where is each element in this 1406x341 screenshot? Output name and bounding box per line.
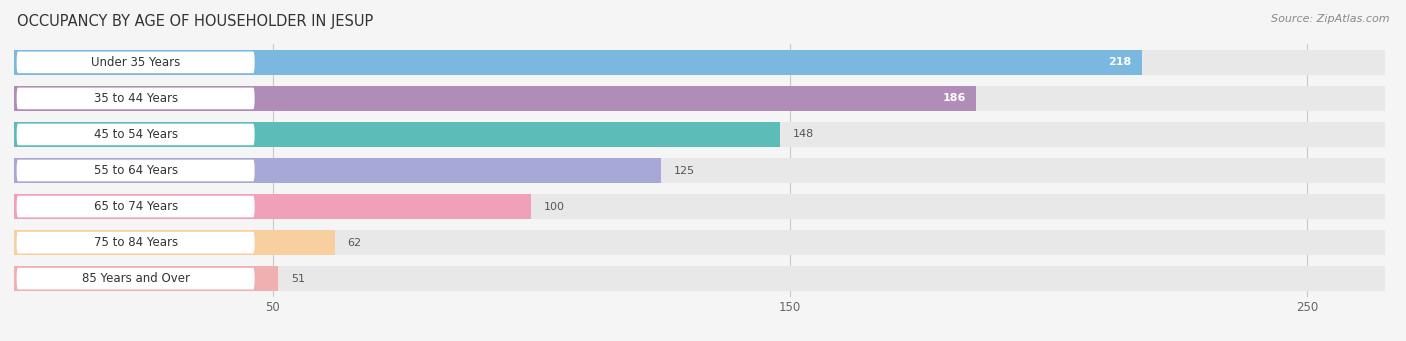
Bar bbox=[14, 194, 1385, 219]
Text: 35 to 44 Years: 35 to 44 Years bbox=[94, 92, 177, 105]
Text: 148: 148 bbox=[793, 130, 814, 139]
Bar bbox=[14, 266, 278, 291]
FancyBboxPatch shape bbox=[17, 196, 254, 217]
Bar bbox=[14, 86, 1385, 111]
Bar bbox=[14, 122, 1385, 147]
FancyBboxPatch shape bbox=[17, 268, 254, 290]
Text: 55 to 64 Years: 55 to 64 Years bbox=[94, 164, 177, 177]
Bar bbox=[14, 122, 780, 147]
Text: OCCUPANCY BY AGE OF HOUSEHOLDER IN JESUP: OCCUPANCY BY AGE OF HOUSEHOLDER IN JESUP bbox=[17, 14, 373, 29]
Bar bbox=[14, 50, 1142, 75]
Bar bbox=[14, 158, 661, 183]
Bar bbox=[14, 266, 1385, 291]
Bar bbox=[14, 194, 531, 219]
Text: 62: 62 bbox=[347, 238, 361, 248]
Text: 45 to 54 Years: 45 to 54 Years bbox=[94, 128, 177, 141]
Text: 51: 51 bbox=[291, 273, 305, 284]
Text: 75 to 84 Years: 75 to 84 Years bbox=[94, 236, 177, 249]
Text: Under 35 Years: Under 35 Years bbox=[91, 56, 180, 69]
FancyBboxPatch shape bbox=[17, 51, 254, 73]
Text: 186: 186 bbox=[942, 93, 966, 103]
Bar bbox=[14, 50, 1385, 75]
Text: 65 to 74 Years: 65 to 74 Years bbox=[94, 200, 177, 213]
FancyBboxPatch shape bbox=[17, 124, 254, 145]
Bar bbox=[14, 86, 976, 111]
Text: 125: 125 bbox=[673, 165, 695, 176]
FancyBboxPatch shape bbox=[17, 232, 254, 253]
Text: 100: 100 bbox=[544, 202, 565, 211]
Bar bbox=[14, 158, 1385, 183]
Bar bbox=[14, 230, 1385, 255]
Bar bbox=[14, 230, 335, 255]
FancyBboxPatch shape bbox=[17, 160, 254, 181]
Text: Source: ZipAtlas.com: Source: ZipAtlas.com bbox=[1271, 14, 1389, 24]
FancyBboxPatch shape bbox=[17, 88, 254, 109]
Text: 85 Years and Over: 85 Years and Over bbox=[82, 272, 190, 285]
Text: 218: 218 bbox=[1108, 57, 1132, 68]
